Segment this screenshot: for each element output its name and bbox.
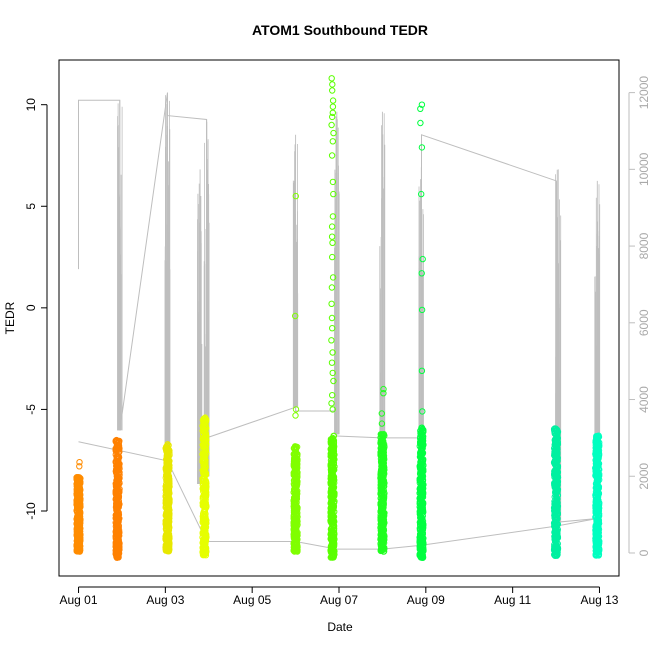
x-tick-label: Aug 05 [233, 593, 271, 607]
point-cluster [162, 441, 173, 555]
outlier-point [418, 367, 426, 374]
x-axis-label: Date [327, 620, 353, 634]
outlier-point [329, 253, 336, 261]
outlier-point [330, 377, 337, 385]
outlier-point [328, 359, 336, 366]
y-axis-right: 0 2000 4000 6000 8000 10000 12000 [628, 76, 650, 556]
outlier-point [329, 406, 336, 413]
y2-tick-label: 8000 [637, 232, 650, 259]
outlier-point [419, 255, 426, 263]
outlier-point [329, 113, 336, 121]
point-cluster [290, 192, 301, 555]
point-cluster [377, 385, 388, 555]
y2-tick-label: 4000 [637, 386, 650, 413]
outlier-point [329, 274, 337, 281]
plot-frame [58, 59, 620, 577]
outlier-point [329, 239, 336, 247]
outlier-point [419, 408, 426, 415]
outlier-point [328, 314, 336, 322]
outlier-point [329, 213, 337, 220]
outlier-point [330, 129, 337, 137]
y2-tick-label: 6000 [637, 309, 650, 336]
secondary-spike [164, 92, 171, 496]
x-tick-label: Aug 07 [320, 593, 358, 607]
outlier-point [329, 97, 337, 104]
y-axis-label: TEDR [3, 301, 17, 334]
outlier-point [380, 385, 387, 393]
y2-tick-label: 0 [637, 549, 650, 556]
y2-tick-label: 12000 [637, 76, 650, 110]
outlier-point [329, 103, 337, 110]
outlier-point [329, 178, 337, 186]
x-tick-label: Aug 11 [494, 593, 531, 607]
point-cluster [327, 75, 338, 561]
point-cluster [416, 101, 427, 561]
outlier-point [417, 119, 424, 127]
outlier-point [328, 233, 336, 240]
outlier-point [292, 406, 300, 413]
secondary-spike [334, 111, 340, 435]
point-cluster [592, 432, 603, 559]
y-tick-label: 5 [24, 203, 38, 210]
point-cluster [199, 414, 210, 559]
outlier-point [329, 349, 336, 356]
outlier-point [328, 400, 335, 407]
secondary-spike [117, 100, 123, 431]
y2-tick-label: 10000 [637, 152, 650, 186]
outlier-point [418, 144, 426, 151]
outlier-point [378, 410, 385, 417]
outlier-point [329, 138, 336, 145]
outlier-point [328, 337, 335, 344]
x-tick-label: Aug 13 [580, 593, 618, 607]
y-tick-label: 10 [24, 98, 38, 112]
y-tick-label: 0 [24, 304, 38, 311]
outlier-point [329, 369, 336, 377]
secondary-line-low [78, 441, 598, 550]
data-points [73, 75, 603, 561]
outlier-point [418, 306, 426, 314]
outlier-point [380, 390, 387, 397]
outlier-point [328, 121, 335, 129]
outlier-point [329, 325, 336, 332]
outlier-point [328, 152, 336, 159]
x-tick-label: Aug 09 [407, 593, 445, 607]
outlier-point [330, 190, 337, 198]
outlier-point [329, 81, 336, 88]
outlier-point [417, 105, 424, 113]
outlier-point [329, 392, 336, 399]
outlier-point [292, 412, 299, 419]
outlier-point [418, 190, 425, 198]
outlier-point [418, 270, 425, 277]
y2-tick-label: 2000 [637, 463, 650, 490]
point-cluster [112, 436, 123, 561]
outlier-point [76, 459, 83, 466]
point-cluster [73, 459, 84, 555]
chart-title: ATOM1 Southbound TEDR [252, 22, 428, 38]
secondary-spike [292, 134, 299, 408]
outlier-point [292, 192, 299, 200]
secondary-series [78, 92, 601, 550]
y-tick-label: -10 [24, 502, 38, 520]
x-tick-label: Aug 01 [60, 593, 98, 607]
outlier-point [328, 300, 335, 307]
x-tick-label: Aug 03 [146, 593, 184, 607]
outlier-point [418, 101, 426, 108]
y-tick-label: -5 [24, 404, 38, 415]
outlier-point [329, 87, 336, 94]
outlier-point [329, 109, 336, 117]
outlier-point [76, 463, 83, 470]
outlier-point [378, 420, 386, 427]
y-axis-left: -10 -5 0 5 10 [24, 98, 48, 520]
outlier-point [328, 75, 335, 82]
outlier-point [328, 284, 336, 291]
x-axis: Aug 01 Aug 03 Aug 05 Aug 07 Aug 09 Aug 11 Aug … [60, 586, 619, 607]
outlier-point [328, 223, 336, 230]
outlier-point [292, 312, 299, 320]
point-cluster [550, 425, 562, 559]
